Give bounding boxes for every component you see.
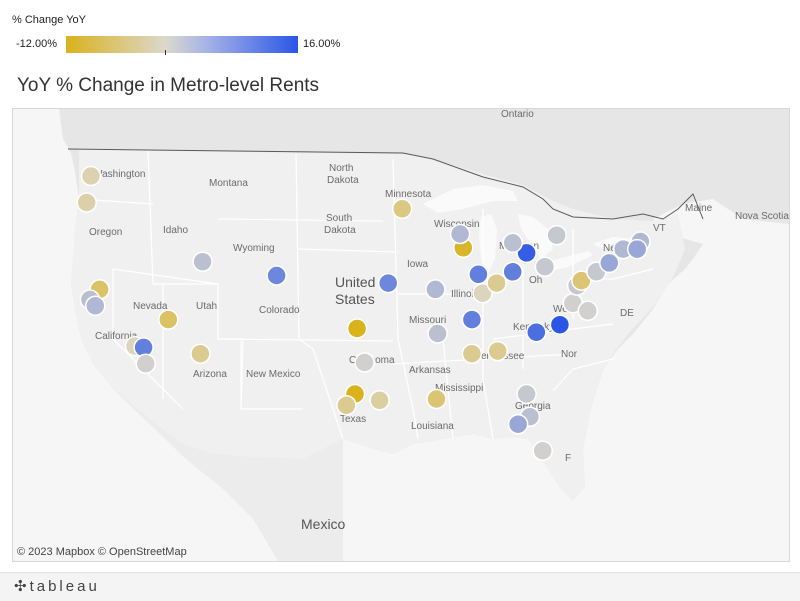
label-montana: Montana <box>209 178 248 189</box>
legend-min-label: -12.00% <box>16 38 57 50</box>
metro-marker-atlanta[interactable] <box>487 340 508 362</box>
metro-marker-milwaukee[interactable] <box>449 223 471 245</box>
label-colorado: Colorado <box>259 305 300 316</box>
metro-marker-new-york[interactable] <box>599 252 620 274</box>
metro-marker-portland-or[interactable] <box>76 192 97 213</box>
state-borders <box>78 150 654 440</box>
label-new-mexico: New Mexico <box>246 369 301 380</box>
metro-markers[interactable] <box>76 165 651 461</box>
metro-marker-new-orleans[interactable] <box>426 388 447 410</box>
map-view[interactable]: Washington Oregon Montana Idaho Wyoming … <box>12 108 790 562</box>
legend-title: % Change YoY <box>12 14 87 26</box>
label-iowa: Iowa <box>407 259 429 270</box>
label-de: DE <box>620 308 634 319</box>
legend-zero-tick <box>165 50 166 55</box>
metro-marker-nashville[interactable] <box>461 309 483 330</box>
metro-marker-memphis[interactable] <box>427 323 448 344</box>
metro-marker-houston[interactable] <box>369 390 390 411</box>
metro-marker-san-antonio[interactable] <box>336 395 357 416</box>
metro-marker-salt-lake-city[interactable] <box>192 251 213 272</box>
tableau-footer: ✣ tableau <box>0 572 800 601</box>
metro-marker-indianapolis[interactable] <box>468 264 489 285</box>
label-georgia: Georgia <box>515 401 551 412</box>
metro-marker-cleveland[interactable] <box>516 242 537 264</box>
metro-marker-miami[interactable] <box>532 440 553 461</box>
metro-marker-oklahoma-city[interactable] <box>346 318 368 339</box>
metro-marker-san-jose[interactable] <box>85 295 106 317</box>
lake-huron <box>518 214 553 259</box>
atlantic-ocean <box>573 199 789 561</box>
metro-marker-san-diego[interactable] <box>135 353 156 374</box>
label-north-dakota-2: Dakota <box>327 175 359 186</box>
metro-marker-baltimore[interactable] <box>571 270 592 291</box>
label-united-states-2: States <box>335 291 375 307</box>
gulf-of-mexico <box>343 434 573 561</box>
label-vt: VT <box>653 223 666 234</box>
metro-marker-charlotte[interactable] <box>526 321 547 343</box>
tableau-plus-icon: ✣ <box>14 578 27 595</box>
label-louisiana: Louisiana <box>411 421 454 432</box>
metro-marker-detroit[interactable] <box>502 232 523 254</box>
metro-marker-columbus[interactable] <box>502 261 523 283</box>
map-svg[interactable]: Washington Oregon Montana Idaho Wyoming … <box>13 109 789 561</box>
metro-marker-buffalo[interactable] <box>546 224 567 246</box>
metro-marker-providence[interactable] <box>626 238 648 260</box>
metro-marker-tampa[interactable] <box>507 413 529 435</box>
pacific-ocean <box>13 109 283 561</box>
label-maine: Maine <box>685 203 713 214</box>
label-west: West <box>553 304 576 315</box>
metro-marker-minneapolis[interactable] <box>391 198 413 220</box>
lake-superior <box>423 185 518 213</box>
metro-marker-st-louis[interactable] <box>425 279 446 300</box>
label-north-dakota-1: North <box>329 163 353 174</box>
label-minnesota: Minnesota <box>385 189 432 200</box>
label-washington: Washington <box>93 169 145 180</box>
map-attribution[interactable]: © 2023 Mapbox © OpenStreetMap <box>17 546 187 558</box>
metro-marker-denver[interactable] <box>266 265 287 286</box>
label-florida: F <box>565 453 571 464</box>
label-arizona: Arizona <box>193 369 227 380</box>
label-north-carolina: Nor <box>561 349 578 360</box>
label-mexico: Mexico <box>301 516 346 532</box>
metro-marker-phoenix[interactable] <box>190 343 211 364</box>
metro-marker-dallas[interactable] <box>354 352 375 373</box>
label-ohio: Oh <box>529 275 542 286</box>
label-wyoming: Wyoming <box>233 243 275 254</box>
label-idaho: Idaho <box>163 225 188 236</box>
label-south-dakota-2: Dakota <box>324 225 356 236</box>
legend-color-ramp <box>66 36 298 53</box>
tableau-logo[interactable]: ✣ tableau <box>14 577 100 595</box>
tableau-wordmark: tableau <box>29 578 100 595</box>
label-united-states-1: United <box>335 274 375 290</box>
label-illinois: Illinois <box>451 289 479 300</box>
metro-marker-pittsburgh[interactable] <box>534 256 556 277</box>
label-texas: Texas <box>340 414 366 425</box>
label-utah: Utah <box>196 301 217 312</box>
metro-marker-birmingham[interactable] <box>461 343 483 364</box>
canada-us-border <box>67 148 704 220</box>
label-nova-scotia: Nova Scotia <box>735 211 789 222</box>
legend-max-label: 16.00% <box>303 38 341 50</box>
metro-marker-cincinnati[interactable] <box>486 272 507 294</box>
label-missouri: Missouri <box>409 315 446 326</box>
label-california: California <box>95 331 138 342</box>
label-oregon: Oregon <box>89 227 122 238</box>
metro-marker-kansas-city[interactable] <box>377 272 399 294</box>
label-ontario: Ontario <box>501 109 534 120</box>
mexico-land <box>113 389 343 561</box>
label-nevada: Nevada <box>133 301 168 312</box>
metro-marker-raleigh[interactable] <box>549 314 571 335</box>
metro-marker-las-vegas[interactable] <box>158 309 179 330</box>
metro-marker-jacksonville[interactable] <box>516 383 537 405</box>
label-mississippi: Mississippi <box>435 383 483 394</box>
map-title: YoY % Change in Metro-level Rents <box>17 75 320 96</box>
metro-marker-louisville[interactable] <box>472 282 493 304</box>
metro-marker-seattle[interactable] <box>80 165 102 187</box>
label-arkansas: Arkansas <box>409 365 451 376</box>
label-south-dakota-1: South <box>326 213 352 224</box>
metro-marker-virginia-beach[interactable] <box>577 300 599 322</box>
